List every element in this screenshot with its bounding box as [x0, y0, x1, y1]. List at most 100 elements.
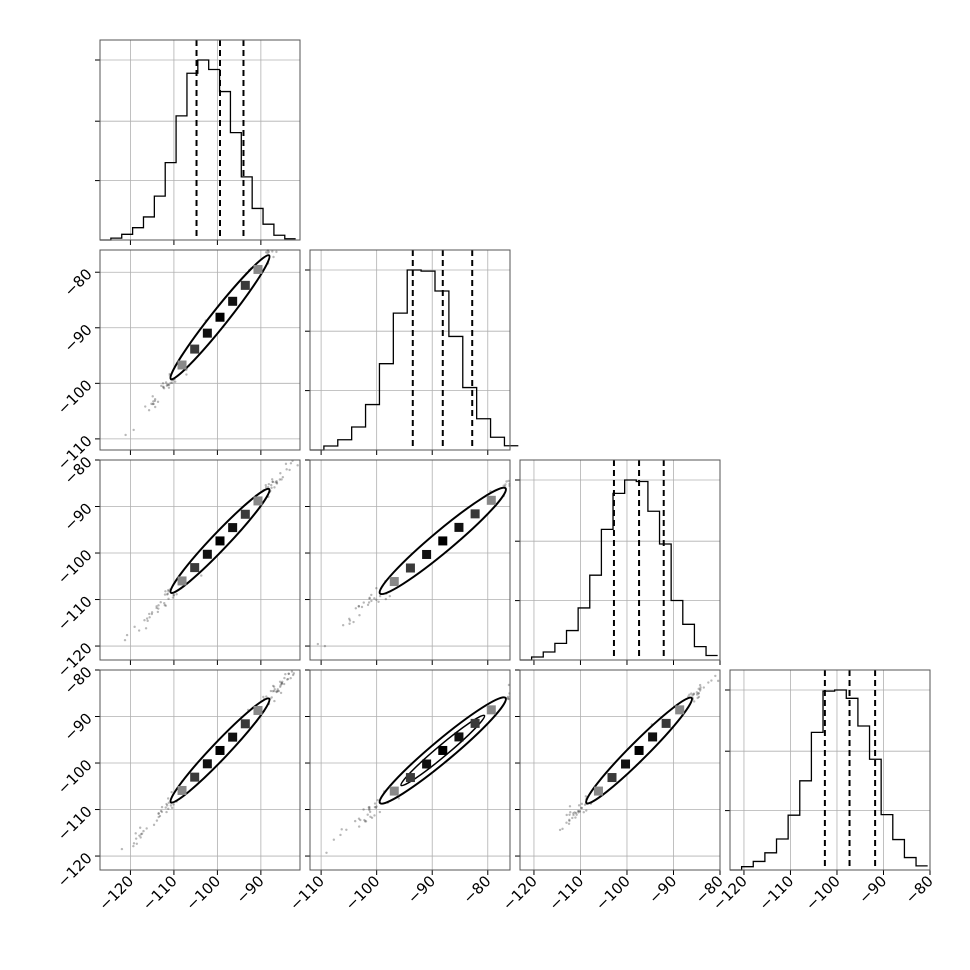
sample-point: [378, 594, 382, 598]
sample-point: [269, 689, 273, 693]
sample-point: [568, 813, 571, 816]
density-cell: [202, 328, 212, 338]
sample-point: [170, 381, 174, 384]
sample-point: [577, 810, 581, 813]
panel-frame: [99, 39, 301, 241]
density-cell: [202, 759, 212, 769]
y-tick-label: −80: [61, 265, 96, 300]
density-cell: [454, 522, 464, 532]
sample-point: [375, 805, 378, 808]
sample-point: [287, 672, 290, 675]
sample-point: [167, 589, 170, 593]
sample-point: [699, 686, 702, 689]
sample-point: [348, 617, 351, 620]
sample-point: [286, 678, 289, 681]
panel-3-0: −120 −110 −100 −90−80−90−100−110−120: [54, 663, 301, 914]
sample-point: [157, 812, 160, 816]
density-cell: [228, 296, 238, 306]
density-cell: [190, 772, 200, 782]
sample-point: [142, 829, 145, 833]
sample-point: [145, 827, 148, 830]
sample-point: [561, 827, 564, 831]
sample-point: [185, 373, 188, 376]
sample-point: [695, 691, 699, 694]
sample-point: [368, 810, 372, 814]
sample-point: [267, 486, 270, 489]
sample-point: [368, 597, 371, 600]
sample-point: [584, 795, 588, 798]
sample-point: [279, 684, 282, 687]
sample-point: [699, 687, 702, 691]
sample-point: [693, 700, 696, 703]
histogram-step: [730, 689, 928, 871]
sample-point: [572, 813, 575, 817]
density-cell: [486, 705, 496, 715]
sample-point: [280, 682, 283, 685]
density-cell: [405, 563, 415, 573]
sample-point: [270, 696, 273, 699]
sample-point: [158, 814, 162, 818]
sample-point: [354, 607, 358, 610]
sample-point: [348, 622, 351, 625]
sample-point: [133, 625, 136, 629]
sample-point: [167, 801, 171, 804]
density-cell: [389, 577, 399, 587]
sample-point: [278, 478, 282, 481]
density-cell: [607, 773, 617, 783]
sample-point: [287, 672, 291, 676]
density-cell: [253, 496, 263, 506]
density-cell: [215, 745, 225, 755]
sample-point: [291, 673, 295, 677]
sample-point: [273, 699, 276, 703]
sample-point: [270, 483, 273, 487]
sample-point: [283, 676, 286, 680]
sample-point: [264, 486, 268, 489]
sample-point: [170, 790, 173, 794]
density-cell: [190, 563, 200, 573]
sample-point: [357, 817, 361, 820]
sample-point: [571, 816, 574, 820]
sample-point: [275, 250, 278, 254]
sample-point: [388, 594, 392, 598]
sample-point: [272, 685, 276, 688]
sample-point: [155, 819, 159, 822]
sample-point: [577, 811, 580, 814]
sample-point: [159, 809, 163, 813]
sample-point: [697, 691, 700, 695]
density-cell: [422, 549, 432, 559]
sample-point: [345, 828, 348, 831]
sample-point: [164, 381, 168, 384]
panel-1-1: [305, 249, 519, 455]
density-cell: [648, 732, 658, 742]
y-tick-label: −110: [54, 592, 96, 634]
sample-point: [164, 604, 168, 607]
sample-point: [264, 251, 268, 254]
sample-point: [280, 478, 283, 481]
y-tick-label: −100: [54, 376, 96, 418]
sample-point: [576, 809, 580, 813]
sample-point: [368, 808, 371, 812]
sample-point: [143, 619, 146, 622]
sample-point: [165, 384, 169, 387]
sample-point: [267, 250, 271, 254]
sample-point: [150, 612, 154, 616]
sample-point: [565, 821, 568, 824]
sample-point: [167, 383, 171, 386]
sample-point: [585, 809, 588, 812]
sample-point: [358, 613, 361, 617]
sample-point: [375, 598, 378, 602]
sample-point: [284, 672, 287, 676]
sample-point: [172, 593, 175, 597]
density-cell: [661, 718, 671, 728]
sample-point: [265, 695, 268, 698]
sample-point: [175, 593, 178, 596]
sample-point: [166, 592, 169, 596]
sample-point: [164, 806, 167, 809]
sample-point: [148, 612, 151, 616]
panel-2-0: −80−90−100−110−120: [54, 453, 301, 681]
sample-point: [274, 481, 277, 484]
sample-point: [580, 806, 583, 810]
sample-point: [352, 620, 355, 624]
sample-point: [139, 836, 142, 839]
sample-point: [578, 810, 582, 813]
